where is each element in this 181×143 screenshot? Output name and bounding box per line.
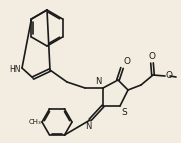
- Text: CH₃: CH₃: [28, 119, 41, 125]
- Text: O: O: [148, 52, 155, 61]
- Text: O: O: [123, 57, 130, 66]
- Text: N: N: [95, 77, 101, 86]
- Text: S: S: [121, 108, 127, 117]
- Text: HN: HN: [9, 64, 21, 74]
- Text: O: O: [166, 72, 173, 81]
- Text: N: N: [85, 122, 91, 131]
